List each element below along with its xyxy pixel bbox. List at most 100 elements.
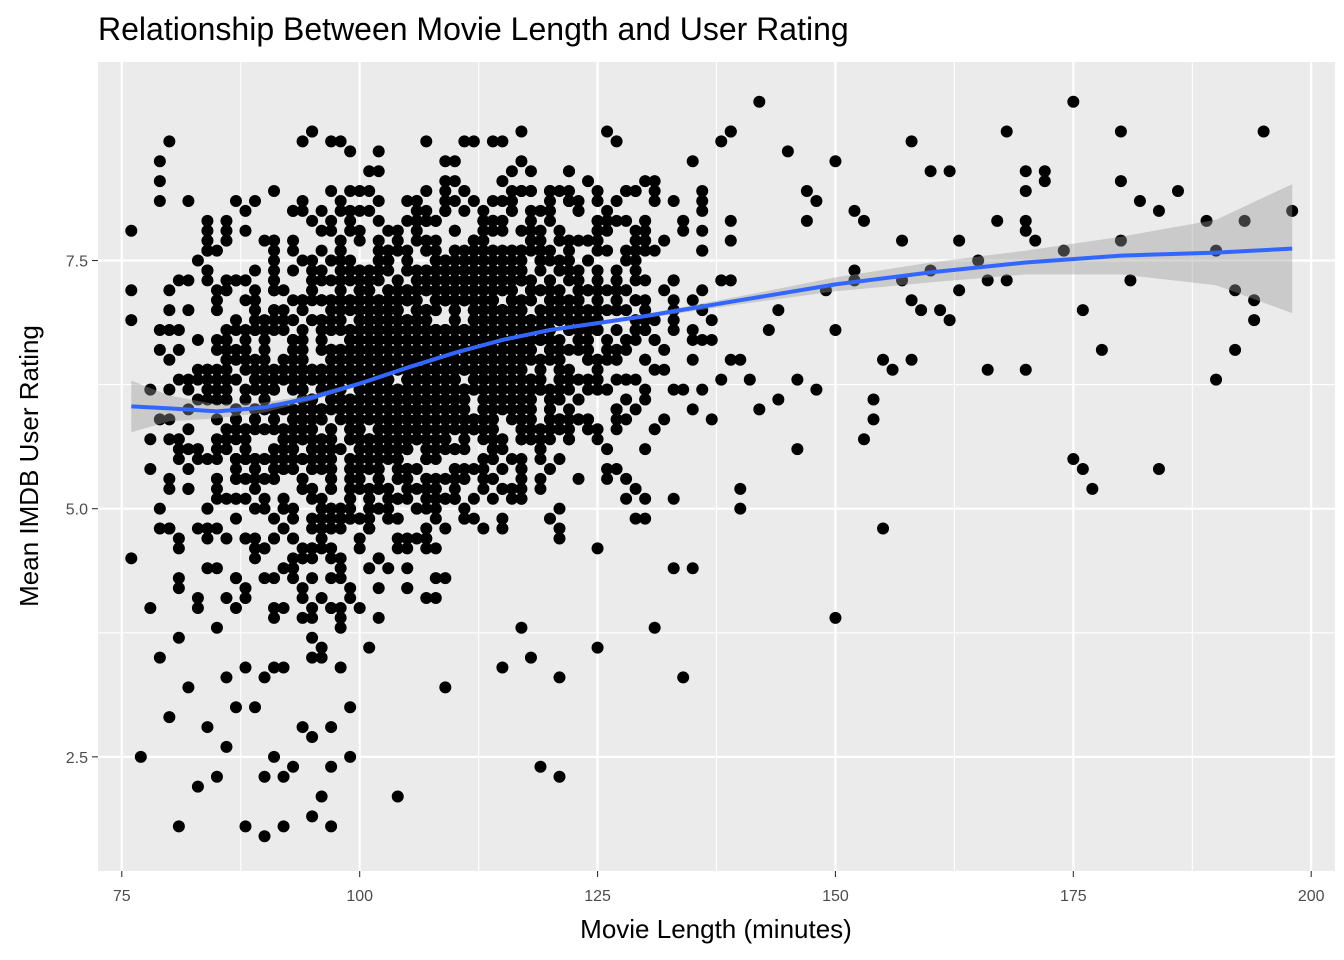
data-point: [334, 621, 347, 634]
data-point: [372, 462, 385, 475]
data-point: [448, 413, 461, 426]
data-point: [172, 443, 185, 456]
data-point: [153, 343, 166, 356]
data-point: [172, 373, 185, 386]
data-point: [458, 443, 471, 456]
data-point: [201, 363, 214, 376]
data-point: [705, 333, 718, 346]
x-tick-label: 200: [1298, 888, 1325, 905]
data-point: [620, 492, 633, 505]
data-point: [886, 363, 899, 376]
data-point: [420, 423, 433, 436]
data-point: [325, 254, 338, 267]
data-point: [382, 413, 395, 426]
data-point: [467, 324, 480, 337]
data-point: [429, 324, 442, 337]
data-point: [553, 671, 566, 684]
data-point: [658, 284, 671, 297]
data-point: [648, 194, 661, 207]
data-point: [125, 284, 138, 297]
data-point: [258, 830, 271, 843]
data-point: [810, 383, 823, 396]
data-point: [372, 582, 385, 595]
data-point: [458, 244, 471, 257]
data-point: [334, 284, 347, 297]
data-point: [372, 304, 385, 317]
data-point: [515, 453, 528, 466]
data-point: [582, 304, 595, 317]
data-point: [153, 175, 166, 188]
data-point: [610, 304, 623, 317]
data-point: [439, 175, 452, 188]
data-point: [496, 433, 509, 446]
data-point: [429, 343, 442, 356]
data-point: [296, 552, 309, 565]
data-point: [344, 185, 357, 198]
data-point: [753, 403, 766, 416]
data-point: [591, 284, 604, 297]
data-point: [696, 244, 709, 257]
data-point: [372, 482, 385, 495]
data-point: [553, 304, 566, 317]
data-point: [287, 294, 300, 307]
data-point: [553, 393, 566, 406]
data-point: [582, 284, 595, 297]
data-point: [353, 433, 366, 446]
data-point: [543, 244, 556, 257]
data-point: [363, 264, 376, 277]
data-point: [410, 383, 423, 396]
data-point: [353, 284, 366, 297]
data-point: [353, 443, 366, 456]
data-point: [287, 552, 300, 565]
data-point: [353, 314, 366, 327]
data-point: [372, 472, 385, 485]
data-point: [344, 214, 357, 227]
data-point: [753, 95, 766, 108]
data-point: [448, 423, 461, 436]
data-point: [172, 542, 185, 555]
data-point: [601, 284, 614, 297]
data-point: [153, 413, 166, 426]
data-point: [229, 274, 242, 287]
data-point: [344, 204, 357, 217]
data-point: [524, 274, 537, 287]
data-point: [249, 413, 262, 426]
data-point: [486, 214, 499, 227]
data-point: [429, 304, 442, 317]
data-point: [334, 274, 347, 287]
data-point: [667, 294, 680, 307]
data-point: [172, 631, 185, 644]
data-point: [410, 482, 423, 495]
data-point: [258, 542, 271, 555]
data-point: [325, 393, 338, 406]
data-point: [410, 314, 423, 327]
data-point: [353, 274, 366, 287]
data-point: [410, 294, 423, 307]
data-point: [1114, 125, 1127, 138]
data-point: [344, 294, 357, 307]
data-point: [344, 363, 357, 376]
data-point: [448, 224, 461, 237]
data-point: [125, 224, 138, 237]
data-point: [296, 363, 309, 376]
data-point: [534, 254, 547, 267]
data-point: [315, 502, 328, 515]
data-point: [363, 333, 376, 346]
data-point: [296, 254, 309, 267]
data-point: [515, 244, 528, 257]
data-point: [344, 482, 357, 495]
data-point: [496, 214, 509, 227]
data-point: [448, 373, 461, 386]
data-point: [344, 373, 357, 386]
data-point: [563, 423, 576, 436]
data-point: [620, 393, 633, 406]
data-point: [439, 284, 452, 297]
data-point: [287, 204, 300, 217]
data-point: [296, 353, 309, 366]
data-point: [429, 512, 442, 525]
data-point: [496, 393, 509, 406]
y-tick-label: 5.0: [66, 502, 88, 519]
data-point: [220, 592, 233, 605]
data-point: [144, 383, 157, 396]
data-point: [363, 165, 376, 178]
